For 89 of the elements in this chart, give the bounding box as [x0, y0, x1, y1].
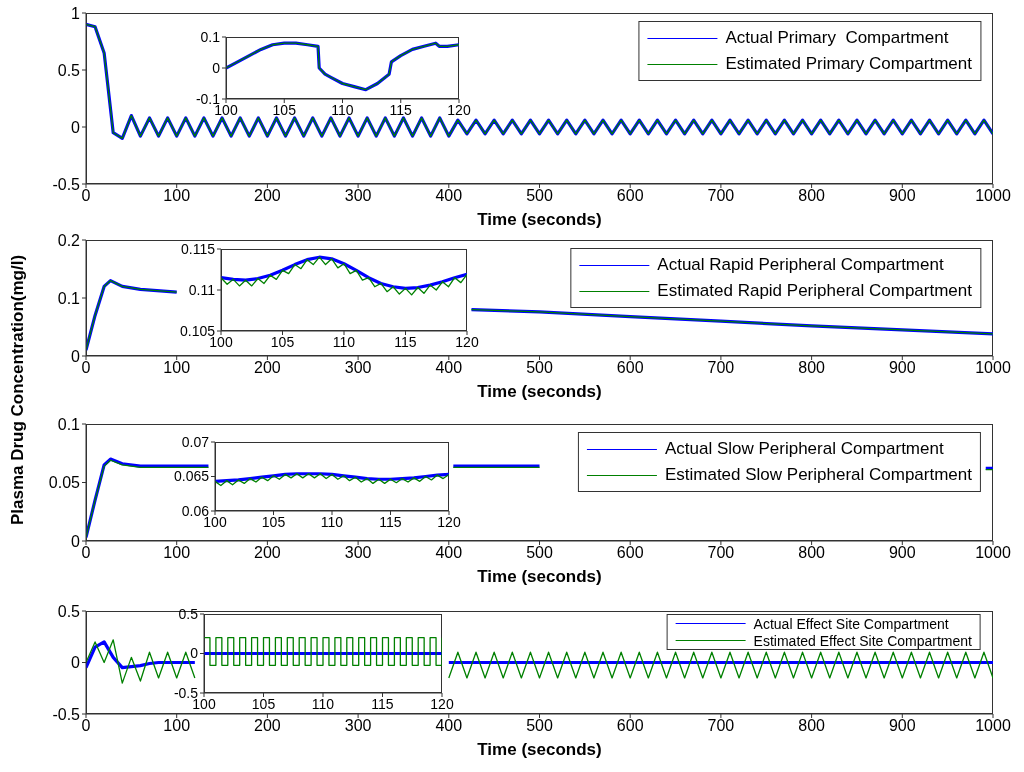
x-tick-label: 900 [888, 717, 916, 735]
x-axis-title: Time (seconds) [476, 210, 603, 229]
x-tick-label: 110 [320, 513, 344, 530]
x-tick-label: 200 [254, 187, 281, 205]
x-tick-label: 900 [888, 544, 916, 562]
x-tick-label: 500 [526, 717, 553, 735]
x-tick-label: 800 [798, 717, 826, 735]
y-tick-label: 0.5 [57, 602, 81, 620]
x-tick-label: 115 [389, 101, 413, 118]
y-tick-label: 0 [71, 347, 81, 365]
y-tick-label: 0.115 [181, 240, 216, 257]
x-tick-label: 105 [272, 101, 297, 118]
y-tick-label: -0.5 [52, 175, 81, 193]
x-tick-label: 200 [254, 717, 281, 735]
x-tick-label: 200 [254, 359, 281, 377]
x-tick-label: 105 [261, 513, 286, 530]
x-tick-label: 400 [435, 187, 463, 205]
x-tick-label: 1000 [975, 544, 1011, 562]
x-tick-label: 600 [616, 187, 644, 205]
y-tick-label: 1 [71, 4, 81, 22]
x-tick-label: 120 [455, 333, 479, 350]
x-tick-label: 900 [888, 359, 916, 377]
x-tick-label: 100 [163, 717, 191, 735]
x-tick-label: 600 [616, 359, 644, 377]
legend-label: Actual Primary Compartment [725, 28, 949, 48]
y-tick-label: 0.05 [48, 474, 81, 492]
x-tick-label: 400 [435, 359, 463, 377]
x-tick-label: 1000 [975, 717, 1011, 735]
x-tick-label: 700 [707, 187, 735, 205]
y-tick-label: 0 [71, 654, 81, 672]
x-tick-label: 500 [526, 187, 553, 205]
legend-label: Estimated Slow Peripheral Compartment [664, 465, 972, 485]
legend-label: Actual Rapid Peripheral Compartment [657, 255, 944, 275]
x-tick-label: 300 [344, 187, 372, 205]
x-tick-label: 600 [616, 544, 644, 562]
x-axis-title: Time (seconds) [476, 567, 603, 586]
legend-label: Estimated Rapid Peripheral Compartment [657, 281, 972, 301]
y-tick-label: 0 [190, 645, 199, 662]
x-tick-label: 120 [430, 695, 454, 712]
y-tick-label: 0.1 [57, 289, 81, 307]
x-tick-label: 105 [270, 333, 295, 350]
x-tick-label: 800 [798, 359, 826, 377]
x-tick-label: 300 [344, 359, 372, 377]
x-tick-label: 400 [435, 544, 463, 562]
y-tick-label: 0.2 [57, 231, 81, 249]
y-tick-label: 0 [71, 118, 81, 136]
y-tick-label: 0.1 [200, 28, 221, 45]
x-tick-label: 105 [251, 695, 276, 712]
x-tick-label: 200 [254, 544, 281, 562]
x-tick-label: 120 [447, 101, 471, 118]
x-tick-label: 800 [798, 187, 826, 205]
y-tick-label: 0.5 [57, 61, 81, 79]
x-tick-label: 300 [344, 544, 372, 562]
x-tick-label: 1000 [975, 187, 1011, 205]
y-tick-label: 0 [212, 59, 221, 76]
y-tick-label: 0.065 [173, 468, 210, 485]
x-tick-label: 110 [331, 101, 354, 118]
legend-label: Actual Slow Peripheral Compartment [664, 439, 944, 459]
y-tick-label: -0.5 [52, 705, 81, 723]
legend-label: Estimated Effect Site Compartment [753, 632, 972, 649]
x-tick-label: 100 [163, 544, 191, 562]
x-tick-label: 700 [707, 717, 735, 735]
legend-label: Actual Effect Site Compartment [753, 615, 949, 632]
x-tick-label: 700 [707, 359, 735, 377]
y-tick-label: 0 [71, 532, 81, 550]
x-tick-label: 100 [163, 359, 191, 377]
x-tick-label: 500 [526, 359, 553, 377]
x-axis-title: Time (seconds) [476, 740, 603, 759]
x-tick-label: 400 [435, 717, 463, 735]
x-tick-label: 110 [311, 695, 335, 712]
x-tick-label: 900 [888, 187, 916, 205]
x-tick-label: 110 [332, 333, 356, 350]
x-tick-label: 500 [526, 544, 553, 562]
x-tick-label: 120 [437, 513, 461, 530]
legend-label: Estimated Primary Compartment [725, 54, 972, 74]
x-tick-label: 800 [798, 544, 826, 562]
x-tick-label: 600 [616, 717, 644, 735]
x-tick-label: 1000 [975, 359, 1011, 377]
x-tick-label: 100 [163, 187, 191, 205]
y-tick-label: 0.1 [57, 415, 81, 433]
y-tick-label: 0.07 [181, 433, 210, 450]
x-axis-title: Time (seconds) [476, 382, 603, 401]
y-axis-title: Plasma Drug Concentration(mg/l) [8, 254, 28, 526]
x-tick-label: 115 [379, 513, 402, 530]
x-tick-label: 300 [344, 717, 372, 735]
x-tick-label: 115 [371, 695, 394, 712]
y-tick-label: 0.11 [188, 281, 216, 298]
x-tick-label: 700 [707, 544, 735, 562]
x-tick-label: 115 [394, 333, 417, 350]
